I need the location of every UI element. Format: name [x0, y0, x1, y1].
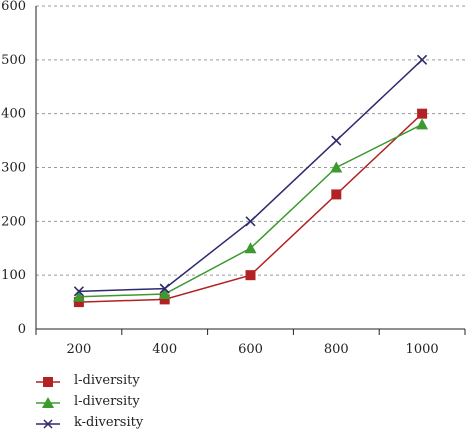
y-tick-label: 300	[1, 161, 26, 176]
x-tick-label: 800	[324, 342, 349, 357]
data-point-x-stroke	[331, 135, 342, 146]
y-tick-label: 400	[1, 107, 26, 122]
legend-label: l-diversity	[74, 394, 140, 409]
data-point-x	[245, 216, 256, 227]
data-point-square	[159, 294, 170, 305]
data-point-square	[331, 189, 342, 200]
data-point-triangle	[244, 242, 257, 254]
data-point-triangle	[158, 288, 171, 300]
legend-marker-x-icon	[36, 419, 60, 429]
data-point-square	[73, 297, 84, 308]
legend-marker-square-icon	[36, 377, 60, 387]
data-point-x-stroke	[159, 283, 170, 294]
data-point-x	[331, 135, 342, 146]
legend-label: l-diversity	[74, 373, 140, 388]
data-point-x	[417, 54, 428, 65]
data-point-square	[245, 270, 256, 281]
data-point-triangle	[72, 290, 85, 302]
data-point-x-stroke	[73, 286, 84, 297]
data-point-triangle	[416, 118, 429, 130]
data-point-triangle	[330, 161, 343, 173]
y-tick-label: 500	[1, 53, 26, 68]
series-line	[78, 59, 423, 293]
x-tick-label: 1000	[406, 342, 439, 357]
data-point-square	[417, 108, 428, 119]
x-tick-label: 400	[152, 342, 177, 357]
y-tick-label: 200	[1, 214, 26, 229]
data-point-x-stroke	[417, 54, 428, 65]
data-point-x	[159, 283, 170, 294]
data-point-x	[73, 286, 84, 297]
y-tick-label: 0	[18, 322, 26, 337]
data-point-x-stroke	[245, 216, 256, 227]
y-tick-label: 600	[1, 0, 26, 14]
y-tick-label: 100	[1, 268, 26, 283]
legend-label: k-diversity	[74, 415, 144, 430]
x-tick-label: 600	[238, 342, 263, 357]
x-tick-label: 200	[66, 342, 91, 357]
legend-marker-triangle-icon	[36, 397, 60, 408]
